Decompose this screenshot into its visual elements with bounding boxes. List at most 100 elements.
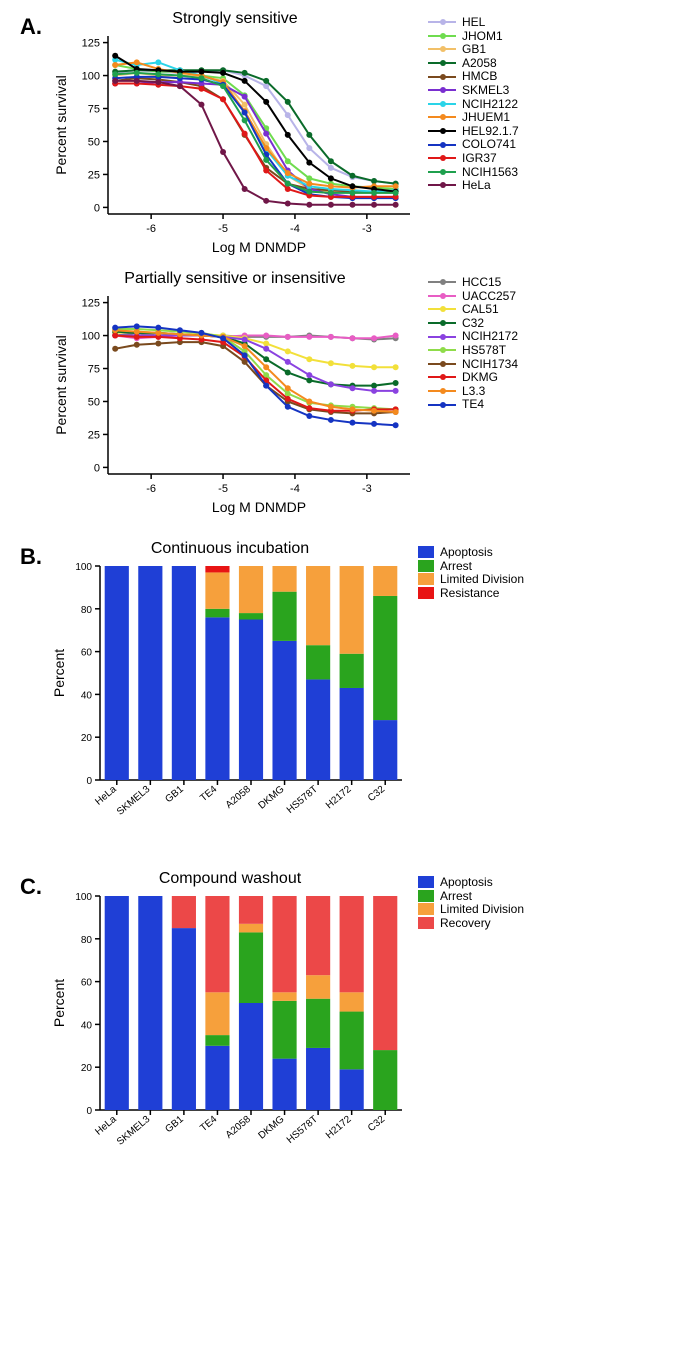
svg-text:TE4: TE4 [198,784,219,804]
legend-swatch [428,153,456,163]
legend-label: DKMG [462,371,498,384]
legend-item: TE4 [428,398,518,411]
svg-text:Percent survival: Percent survival [53,335,69,435]
legend-label: HEL92.1.7 [462,125,519,138]
legend-item: COLO741 [428,138,519,151]
legend-swatch [428,140,456,150]
legend-label: Limited Division [440,573,524,586]
legend-item: HeLa [428,179,519,192]
legend-swatch [428,345,456,355]
svg-text:H2172: H2172 [324,1114,354,1142]
legend-item: HEL [428,16,519,29]
svg-text:DKMG: DKMG [256,784,286,812]
svg-text:A2058: A2058 [224,784,254,811]
legend-label: A2058 [462,57,497,70]
svg-text:-5: -5 [218,223,228,235]
svg-text:HS578T: HS578T [285,784,320,816]
panel-c-body: Compound washout 020406080100PercentHeLa… [50,870,658,1180]
svg-text:Log M DNMDP: Log M DNMDP [212,239,306,255]
panel-b-row: Continuous incubation 020406080100Percen… [50,540,658,850]
legend-swatch [418,876,434,888]
legend-swatch [428,359,456,369]
legend-continuous-incubation: ApoptosisArrestLimited DivisionResistanc… [418,540,524,599]
panel-a-chart1-wrap: Strongly sensitive 0255075100125-6-5-4-3… [50,10,420,260]
svg-text:Log M DNMDP: Log M DNMDP [212,499,306,515]
legend-label: HCC15 [462,276,501,289]
svg-text:125: 125 [82,298,100,310]
legend-item: UACC257 [428,290,518,303]
svg-text:40: 40 [81,1020,93,1031]
legend-swatch [428,386,456,396]
panel-b-body: Continuous incubation 020406080100Percen… [50,540,658,850]
legend-label: Apoptosis [440,876,493,889]
legend-swatch [428,58,456,68]
legend-item: NCIH2122 [428,98,519,111]
svg-text:75: 75 [88,104,100,116]
legend-swatch [428,99,456,109]
panel-a-chart2-wrap: Partially sensitive or insensitive 02550… [50,270,420,520]
legend-swatch [428,31,456,41]
legend-swatch [418,587,434,599]
legend-label: NCIH1563 [462,166,518,179]
legend-item: Apoptosis [418,546,524,559]
legend-swatch [428,126,456,136]
svg-text:20: 20 [81,733,93,744]
svg-text:125: 125 [82,38,100,50]
legend-item: HS578T [428,344,518,357]
chart-strongly-sensitive: 0255075100125-6-5-4-3Percent survivalLog… [50,30,420,260]
legend-label: HS578T [462,344,506,357]
chart-continuous-incubation: 020406080100PercentHeLaSKMEL3GB1TE4A2058… [50,560,410,850]
legend-swatch [428,44,456,54]
legend-swatch [418,546,434,558]
legend-swatch [418,917,434,929]
legend-swatch [428,85,456,95]
svg-text:C32: C32 [366,784,387,805]
legend-swatch [418,573,434,585]
legend-item: Recovery [418,917,524,930]
svg-text:50: 50 [88,396,100,408]
legend-swatch [428,318,456,328]
svg-text:Percent: Percent [51,649,67,697]
panel-b: B. Continuous incubation 020406080100Per… [20,540,658,850]
panel-a-chart2-row: Partially sensitive or insensitive 02550… [50,270,658,520]
legend-label: CAL51 [462,303,499,316]
svg-text:100: 100 [82,331,100,343]
svg-text:HeLa: HeLa [93,784,119,808]
legend-swatch [428,17,456,27]
chart-compound-washout: 020406080100PercentHeLaSKMEL3GB1TE4A2058… [50,890,410,1180]
panel-a-chart2-title: Partially sensitive or insensitive [50,270,420,288]
svg-text:-4: -4 [290,223,300,235]
legend-label: Limited Division [440,903,524,916]
svg-text:Percent survival: Percent survival [53,75,69,175]
legend-swatch [428,180,456,190]
panel-c-label: C. [20,870,50,900]
legend-item: SKMEL3 [428,84,519,97]
chart-partially-sensitive: 0255075100125-6-5-4-3Percent survivalLog… [50,290,420,520]
legend-swatch [428,400,456,410]
legend-item: CAL51 [428,303,518,316]
legend-label: JHUEM1 [462,111,510,124]
legend-swatch [428,112,456,122]
svg-text:-5: -5 [218,483,228,495]
legend-item: GB1 [428,43,519,56]
legend-label: HMCB [462,70,497,83]
legend-item: JHOM1 [428,30,519,43]
legend-label: Arrest [440,560,472,573]
legend-item: A2058 [428,57,519,70]
svg-text:H2172: H2172 [324,784,354,812]
panel-c-chart-wrap: Compound washout 020406080100PercentHeLa… [50,870,410,1180]
svg-text:-4: -4 [290,483,300,495]
svg-text:50: 50 [88,136,100,148]
legend-label: UACC257 [462,290,516,303]
legend-item: Arrest [418,890,524,903]
legend-item: Limited Division [418,903,524,916]
legend-label: Resistance [440,587,499,600]
panel-a-body: Strongly sensitive 0255075100125-6-5-4-3… [50,10,658,520]
legend-label: Arrest [440,890,472,903]
legend-label: Apoptosis [440,546,493,559]
legend-item: Limited Division [418,573,524,586]
panel-c-chart-title: Compound washout [50,870,410,888]
legend-item: DKMG [428,371,518,384]
legend-item: NCIH2172 [428,330,518,343]
legend-swatch [428,72,456,82]
